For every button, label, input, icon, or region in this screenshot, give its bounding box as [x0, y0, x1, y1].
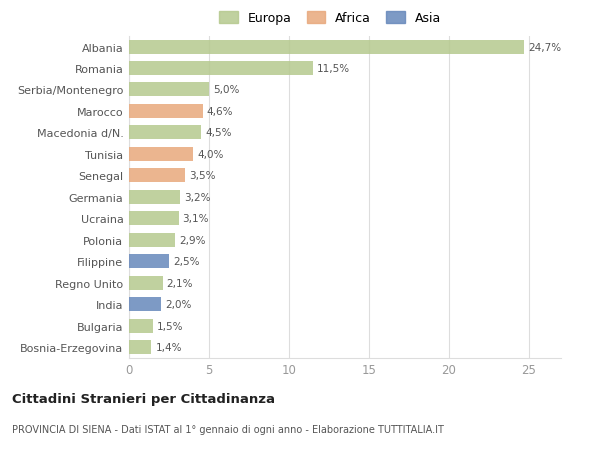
Text: 3,2%: 3,2% [184, 192, 211, 202]
Bar [129, 126, 201, 140]
Text: 3,5%: 3,5% [189, 171, 215, 181]
Bar [129, 255, 169, 269]
Text: 1,5%: 1,5% [157, 321, 184, 331]
Text: 2,1%: 2,1% [167, 278, 193, 288]
Text: 5,0%: 5,0% [213, 85, 239, 95]
Text: 4,5%: 4,5% [205, 128, 232, 138]
Bar [129, 297, 161, 311]
Bar [129, 62, 313, 76]
Text: 24,7%: 24,7% [528, 42, 562, 52]
Text: Cittadini Stranieri per Cittadinanza: Cittadini Stranieri per Cittadinanza [12, 392, 275, 405]
Text: 2,0%: 2,0% [165, 299, 191, 309]
Bar [129, 84, 209, 97]
Text: 2,5%: 2,5% [173, 257, 199, 267]
Bar [129, 105, 203, 118]
Bar [129, 212, 179, 226]
Text: 4,6%: 4,6% [206, 106, 233, 117]
Text: 1,4%: 1,4% [155, 342, 182, 353]
Bar [129, 169, 185, 183]
Text: PROVINCIA DI SIENA - Dati ISTAT al 1° gennaio di ogni anno - Elaborazione TUTTIT: PROVINCIA DI SIENA - Dati ISTAT al 1° ge… [12, 425, 444, 435]
Bar [129, 340, 151, 354]
Text: 2,9%: 2,9% [179, 235, 206, 245]
Text: 3,1%: 3,1% [182, 214, 209, 224]
Text: 4,0%: 4,0% [197, 150, 223, 160]
Bar [129, 233, 175, 247]
Bar [129, 147, 193, 162]
Legend: Europa, Africa, Asia: Europa, Africa, Asia [215, 9, 445, 29]
Bar [129, 190, 180, 204]
Text: 11,5%: 11,5% [317, 64, 350, 74]
Bar [129, 40, 524, 54]
Bar [129, 319, 153, 333]
Bar [129, 276, 163, 290]
